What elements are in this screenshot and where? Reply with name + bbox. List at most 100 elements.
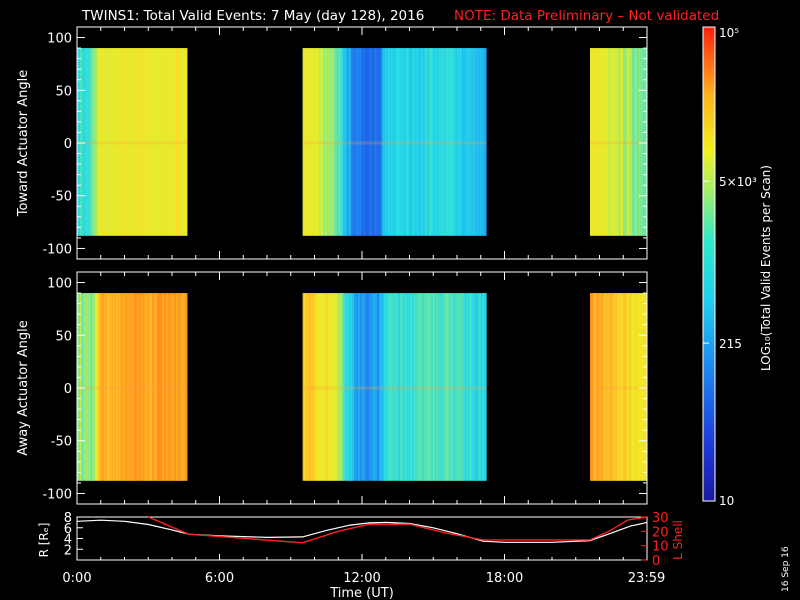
heatmap-column (182, 293, 184, 481)
heatmap-column (361, 293, 364, 481)
heatmap-column (376, 293, 379, 481)
heatmap-column (308, 48, 311, 236)
heatmap-column (382, 293, 385, 481)
heatmap-column (475, 293, 478, 481)
heatmap-column (153, 293, 156, 481)
heatmap-column (182, 48, 184, 236)
heatmap-column (101, 293, 103, 481)
heatmap-column (594, 48, 597, 236)
heatmap-column (466, 48, 469, 236)
heatmap-column (422, 293, 425, 481)
time-tick-label: 6:00 (205, 571, 234, 586)
heatmap-column (152, 293, 154, 481)
heatmap-column (455, 48, 458, 236)
heatmap-column (644, 48, 646, 236)
heatmap-column (90, 48, 93, 236)
heatmap-column (137, 293, 139, 481)
heatmap-column (317, 48, 320, 236)
radius-series-line (76, 519, 648, 543)
heatmap-column (344, 293, 347, 481)
heatmap-column (144, 293, 147, 481)
heatmap-column (452, 48, 455, 236)
lshell-tick-label: 20 (652, 525, 669, 540)
heatmap-column (116, 293, 118, 481)
heatmap-column (180, 48, 183, 236)
heatmap-column (368, 48, 371, 236)
heatmap-column (398, 48, 401, 236)
heatmap-column (615, 48, 618, 236)
orbit-lshell-label: L Shell (671, 520, 685, 560)
heatmap-column (326, 48, 329, 236)
heatmap-column (344, 48, 347, 236)
heatmap-column (81, 293, 84, 481)
heatmap-column (350, 293, 353, 481)
heatmap-column (416, 48, 419, 236)
zero-angle-band (77, 141, 188, 145)
heatmap-column (99, 293, 102, 481)
heatmap-column (319, 293, 322, 481)
r-tick-label: 4 (64, 533, 72, 548)
heatmap-column (161, 48, 163, 236)
heatmap-column (428, 293, 431, 481)
zero-angle-band (590, 141, 647, 145)
heatmap-column (448, 293, 451, 481)
heatmap-column (382, 48, 385, 236)
heatmap-column (392, 48, 395, 236)
heatmap-column (377, 293, 380, 481)
y-tick-label: -50 (51, 190, 72, 205)
heatmap-column (443, 48, 446, 236)
heatmap-column (335, 48, 338, 236)
heatmap-column (614, 293, 616, 481)
heatmap-column (458, 48, 461, 236)
heatmap-column (388, 293, 391, 481)
heatmap-column (638, 293, 640, 481)
heatmap-column (147, 293, 150, 481)
heatmap-column (155, 293, 157, 481)
heatmap-column (448, 48, 451, 236)
r-tick-label: 6 (64, 522, 72, 537)
heatmap-column (313, 48, 316, 236)
heatmap-column (376, 48, 379, 236)
heatmap-column (627, 48, 630, 236)
heatmap-column (146, 48, 148, 236)
heatmap-column (361, 48, 364, 236)
zero-angle-band (302, 386, 487, 390)
heatmap-column (105, 48, 108, 236)
time-tick-label: 18:00 (486, 571, 523, 586)
heatmap-column (125, 48, 127, 236)
heatmap-column (389, 48, 392, 236)
heatmap-column (325, 48, 328, 236)
heatmap-column (467, 48, 470, 236)
heatmap-column (132, 293, 135, 481)
heatmap-column (308, 293, 311, 481)
heatmap-column (310, 293, 313, 481)
heatmap-column (329, 293, 332, 481)
heatmap-column (645, 293, 647, 481)
heatmap-column (591, 48, 594, 236)
heatmap-column (469, 293, 472, 481)
heatmap-column (337, 293, 340, 481)
heatmap-column (337, 48, 340, 236)
heatmap-column (623, 293, 625, 481)
heatmap-column (365, 48, 368, 236)
heatmap-column (134, 48, 136, 236)
heatmap-column (608, 48, 610, 236)
heatmap-column (170, 48, 172, 236)
heatmap-column (427, 293, 430, 481)
heatmap-column (78, 293, 81, 481)
heatmap-column (83, 48, 85, 236)
heatmap-column (400, 293, 403, 481)
r-tick-label: 2 (64, 543, 72, 558)
colorbar-gradient (703, 27, 715, 501)
heatmap-column (409, 293, 412, 481)
heatmap-column (597, 293, 600, 481)
heatmap-column (323, 48, 326, 236)
zero-angle-band (77, 386, 188, 390)
heatmap-column (469, 48, 472, 236)
heatmap-column (92, 48, 94, 236)
heatmap-column (320, 48, 323, 236)
heatmap-column (144, 48, 147, 236)
heatmap-column (371, 48, 374, 236)
